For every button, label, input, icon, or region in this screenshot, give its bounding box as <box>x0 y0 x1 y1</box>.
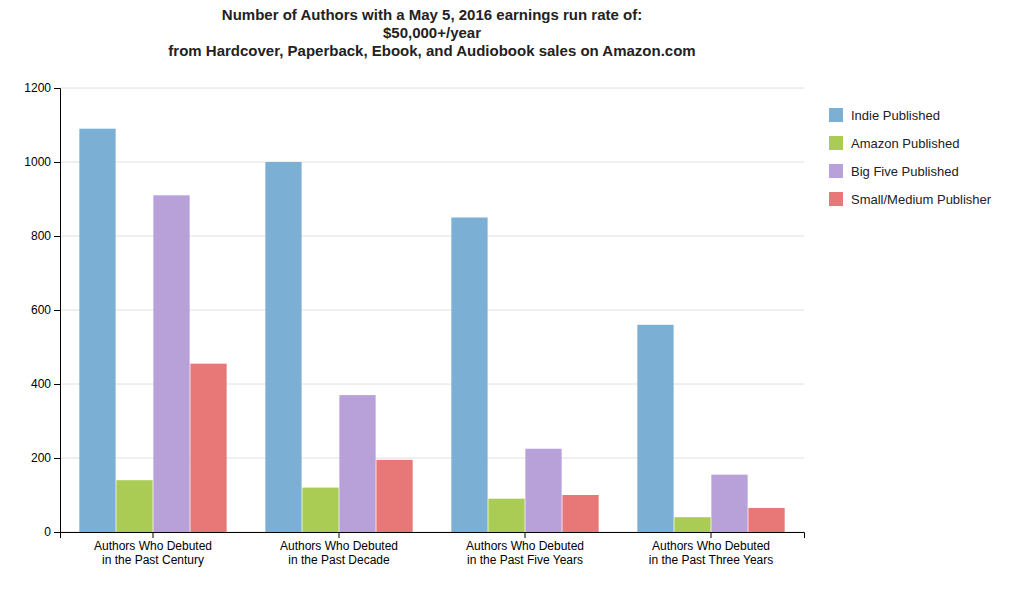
legend-label: Small/Medium Publisher <box>851 192 992 207</box>
chart: Number of Authors with a May 5, 2016 ear… <box>0 0 1024 590</box>
legend-item: Big Five Published <box>829 164 959 179</box>
tick-mark <box>54 532 60 533</box>
legend: Indie Published Amazon Published Big Five … <box>829 108 992 207</box>
tick-label-line: in the Past Century <box>102 553 204 567</box>
tick-label-line: Authors Who Debuted <box>466 539 584 553</box>
tick-mark <box>54 310 60 311</box>
tick-mark <box>54 458 60 459</box>
tick-mark <box>153 532 154 538</box>
tick-label: 1200 <box>24 81 51 95</box>
tick-label: 1000 <box>24 155 51 169</box>
axis-line <box>61 533 805 539</box>
legend-item: Indie Published <box>829 108 940 123</box>
tick-mark <box>339 532 340 538</box>
tick-label: 600 <box>31 303 51 317</box>
bar <box>674 517 710 532</box>
legend-item: Amazon Published <box>829 136 959 151</box>
tick-label-line: Authors Who Debuted <box>280 539 398 553</box>
tick: Authors Who Debutedin the Past Century <box>94 532 212 567</box>
bar <box>637 325 673 532</box>
tick-label-line: Authors Who Debuted <box>94 539 212 553</box>
tick-mark <box>711 532 712 538</box>
title-line: $50,000+/year <box>383 24 481 41</box>
legend-swatch <box>829 136 843 150</box>
y-axis: 0 200 400 600 800 1000 1200 <box>24 81 60 539</box>
tick: 1200 <box>24 81 60 95</box>
legend-swatch <box>829 164 843 178</box>
tick-mark <box>525 532 526 538</box>
bar <box>116 480 152 532</box>
tick-label-line: in the Past Three Years <box>649 553 774 567</box>
tick: 200 <box>31 451 60 465</box>
legend-label: Big Five Published <box>851 164 959 179</box>
tick-mark <box>54 236 60 237</box>
tick-label: Authors Who Debutedin the Past Five Year… <box>466 539 584 567</box>
tick-mark <box>54 384 60 385</box>
title-line: Number of Authors with a May 5, 2016 ear… <box>222 6 642 23</box>
tick-label-line: Authors Who Debuted <box>652 539 770 553</box>
tick: Authors Who Debutedin the Past Five Year… <box>466 532 584 567</box>
bar <box>488 499 524 532</box>
tick: 600 <box>31 303 60 317</box>
legend-label: Amazon Published <box>851 136 959 151</box>
bar <box>711 475 747 532</box>
tick-label: 400 <box>31 377 51 391</box>
tick-label: Authors Who Debutedin the Past Century <box>94 539 212 567</box>
series <box>153 195 747 532</box>
bar <box>79 129 115 532</box>
bar <box>376 460 412 532</box>
bars <box>79 129 784 532</box>
title: Number of Authors with a May 5, 2016 ear… <box>168 6 695 59</box>
grid-line <box>60 88 804 89</box>
tick: 400 <box>31 377 60 391</box>
series <box>79 129 673 532</box>
tick-label-line: in the Past Decade <box>288 553 390 567</box>
bar <box>562 495 598 532</box>
tick-label: 800 <box>31 229 51 243</box>
legend-swatch <box>829 192 843 206</box>
grid <box>60 88 804 532</box>
legend-item: Small/Medium Publisher <box>829 192 992 207</box>
tick-label: 0 <box>44 525 51 539</box>
axis-line <box>54 89 61 533</box>
tick: 0 <box>44 525 60 539</box>
bar <box>302 488 338 532</box>
bar <box>190 364 226 532</box>
bar <box>153 195 189 532</box>
tick: Authors Who Debutedin the Past Decade <box>280 532 398 567</box>
plot: 0 200 400 600 800 1000 1200 Authors Who Debuted… <box>24 81 804 567</box>
legend-swatch <box>829 108 843 122</box>
tick-label: Authors Who Debutedin the Past Three Yea… <box>649 539 774 567</box>
bar <box>265 162 301 532</box>
bar <box>748 508 784 532</box>
legend-label: Indie Published <box>851 108 940 123</box>
bar <box>525 449 561 532</box>
tick-label: Authors Who Debutedin the Past Decade <box>280 539 398 567</box>
tick: Authors Who Debutedin the Past Three Yea… <box>649 532 774 567</box>
tick-mark <box>54 162 60 163</box>
tick-mark <box>54 88 60 89</box>
tick-label: 200 <box>31 451 51 465</box>
series <box>190 364 784 532</box>
tick: 800 <box>31 229 60 243</box>
tick-label-line: in the Past Five Years <box>467 553 583 567</box>
x-axis: Authors Who Debutedin the Past CenturyAu… <box>61 532 805 567</box>
title-line: from Hardcover, Paperback, Ebook, and Au… <box>168 42 695 59</box>
bar <box>451 218 487 533</box>
grid-line <box>60 162 804 163</box>
tick: 1000 <box>24 155 60 169</box>
bar <box>339 395 375 532</box>
